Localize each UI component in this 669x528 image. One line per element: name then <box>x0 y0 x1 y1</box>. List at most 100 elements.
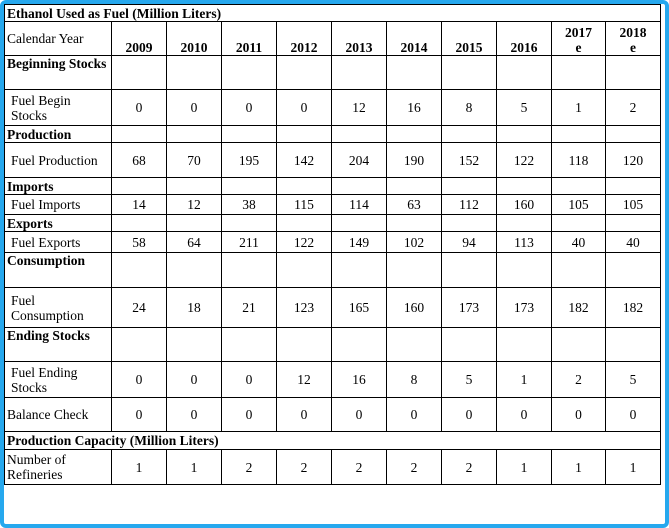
value-cell: 16 <box>331 361 387 398</box>
row-label: Fuel Exports <box>4 231 112 253</box>
value-cell: 0 <box>441 397 497 432</box>
value-cell: 8 <box>386 361 442 398</box>
value-cell: 112 <box>441 194 497 215</box>
empty-cell <box>221 214 277 232</box>
value-cell: 0 <box>111 361 167 398</box>
table-row: Production Capacity (Million Liters) <box>4 431 661 450</box>
value-cell: 12 <box>276 361 332 398</box>
empty-cell <box>551 214 606 232</box>
empty-cell <box>331 125 387 143</box>
value-cell: 1 <box>551 89 606 126</box>
empty-cell <box>496 55 552 90</box>
empty-cell <box>441 327 497 362</box>
table-row: Consumption <box>4 252 661 288</box>
value-cell: 0 <box>166 89 222 126</box>
value-cell: 38 <box>221 194 277 215</box>
value-cell: 120 <box>605 142 661 178</box>
empty-cell <box>111 327 167 362</box>
value-cell: 0 <box>386 397 442 432</box>
value-cell: 40 <box>551 231 606 253</box>
value-cell: 173 <box>441 287 497 328</box>
value-cell: 165 <box>331 287 387 328</box>
header-year-bottom: e <box>630 40 636 55</box>
table-row: Ending Stocks <box>4 327 661 362</box>
empty-cell <box>386 177 442 195</box>
value-cell: 122 <box>496 142 552 178</box>
value-cell: 2 <box>331 449 387 485</box>
value-cell: 122 <box>276 231 332 253</box>
value-cell: 24 <box>111 287 167 328</box>
row-label: Fuel Imports <box>4 194 112 215</box>
header-year-bottom: 2012 <box>290 40 318 55</box>
value-cell: 12 <box>166 194 222 215</box>
header-year-bottom: 2010 <box>180 40 208 55</box>
header-year: 2017 e <box>551 21 606 56</box>
value-cell: 5 <box>441 361 497 398</box>
table-header-row: Calendar Year 2009 2010 2011 2012 2013 2014 20… <box>4 21 661 56</box>
empty-cell <box>331 252 387 288</box>
header-year: 2014 <box>386 21 442 56</box>
value-cell: 0 <box>331 397 387 432</box>
row-label: Fuel Begin Stocks <box>4 89 112 126</box>
value-cell: 102 <box>386 231 442 253</box>
table-row: Fuel Begin Stocks 0 0 0 0 12 16 8 5 1 2 <box>4 89 661 126</box>
value-cell: 0 <box>221 89 277 126</box>
empty-cell <box>441 55 497 90</box>
empty-cell <box>441 177 497 195</box>
value-cell: 2 <box>605 89 661 126</box>
value-cell: 18 <box>166 287 222 328</box>
empty-cell <box>276 125 332 143</box>
table-row: Number of Refineries 1 1 2 2 2 2 2 1 1 1 <box>4 449 661 485</box>
empty-cell <box>551 125 606 143</box>
empty-cell <box>441 125 497 143</box>
section-label: Consumption <box>4 252 112 288</box>
table-title: Ethanol Used as Fuel (Million Liters) <box>4 4 661 22</box>
empty-cell <box>386 55 442 90</box>
table-row: Exports <box>4 214 661 232</box>
section-label: Beginning Stocks <box>4 55 112 90</box>
empty-cell <box>496 214 552 232</box>
header-year: 2013 <box>331 21 387 56</box>
empty-cell <box>386 125 442 143</box>
row-label: Fuel Ending Stocks <box>4 361 112 398</box>
row-label: Balance Check <box>4 397 112 432</box>
header-year-top: 2018 <box>619 25 647 40</box>
empty-cell <box>605 125 661 143</box>
value-cell: 1 <box>551 449 606 485</box>
empty-cell <box>551 252 606 288</box>
empty-cell <box>166 327 222 362</box>
empty-cell <box>496 252 552 288</box>
ethanol-fuel-table: Ethanol Used as Fuel (Million Liters) Ca… <box>4 4 661 485</box>
header-year-bottom: e <box>575 40 582 55</box>
value-cell: 0 <box>111 397 167 432</box>
empty-cell <box>605 214 661 232</box>
empty-cell <box>605 327 661 362</box>
table-row: Production <box>4 125 661 143</box>
section-label: Production <box>4 125 112 143</box>
value-cell: 152 <box>441 142 497 178</box>
header-label: Calendar Year <box>4 21 112 56</box>
header-year: 2016 <box>496 21 552 56</box>
table-row: Fuel Ending Stocks 0 0 0 12 16 8 5 1 2 5 <box>4 361 661 398</box>
empty-cell <box>331 214 387 232</box>
header-year-bottom: 2013 <box>345 40 373 55</box>
value-cell: 115 <box>276 194 332 215</box>
header-year-bottom: 2011 <box>235 40 263 55</box>
value-cell: 1 <box>166 449 222 485</box>
value-cell: 1 <box>496 449 552 485</box>
value-cell: 1 <box>496 361 552 398</box>
value-cell: 118 <box>551 142 606 178</box>
value-cell: 160 <box>496 194 552 215</box>
value-cell: 5 <box>605 361 661 398</box>
value-cell: 0 <box>276 397 332 432</box>
empty-cell <box>166 125 222 143</box>
header-year-bottom: 2015 <box>455 40 483 55</box>
empty-cell <box>221 252 277 288</box>
value-cell: 0 <box>221 361 277 398</box>
table-row: Imports <box>4 177 661 195</box>
value-cell: 5 <box>496 89 552 126</box>
empty-cell <box>111 177 167 195</box>
value-cell: 2 <box>551 361 606 398</box>
value-cell: 58 <box>111 231 167 253</box>
value-cell: 63 <box>386 194 442 215</box>
